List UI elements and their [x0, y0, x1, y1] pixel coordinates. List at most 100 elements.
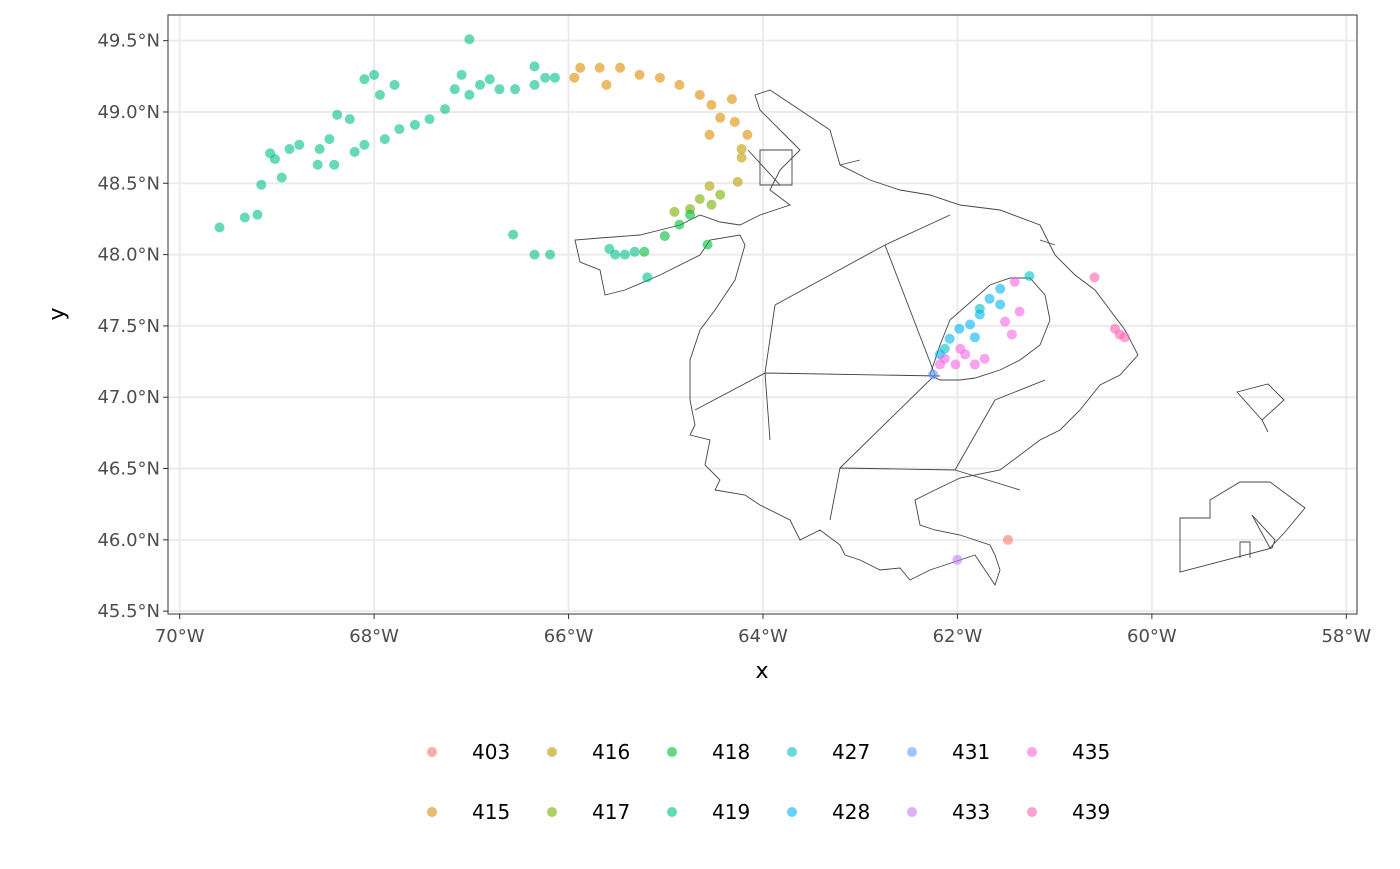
- point-417: [694, 193, 705, 204]
- legend-item-428: 428: [787, 800, 870, 824]
- legend-label: 439: [1072, 800, 1110, 824]
- point-439: [1089, 272, 1100, 283]
- point-418: [674, 219, 685, 230]
- y-tick-label: 49.0°N: [97, 102, 160, 123]
- point-419: [265, 148, 276, 159]
- point-431: [928, 369, 939, 380]
- point-428: [944, 333, 955, 344]
- point-419: [359, 139, 370, 150]
- point-428: [974, 309, 985, 320]
- y-tick-label: 48.5°N: [97, 173, 160, 194]
- point-435: [1006, 329, 1017, 340]
- point-419: [529, 79, 540, 90]
- point-403: [1002, 534, 1013, 545]
- gridlines: [168, 15, 1357, 614]
- x-tick-label: 60°W: [1127, 626, 1177, 647]
- legend: 403 415 416 417 418 419 427 428 431 433 435 439: [427, 740, 1110, 824]
- point-415: [694, 89, 705, 100]
- point-419: [494, 84, 505, 95]
- x-axis-title: x: [755, 659, 768, 684]
- point-417: [706, 199, 717, 210]
- legend-key: [427, 807, 437, 817]
- point-419: [214, 222, 225, 233]
- x-tick-label: 62°W: [933, 626, 983, 647]
- legend-key: [1027, 747, 1037, 757]
- point-415: [634, 69, 645, 80]
- point-415: [594, 62, 605, 73]
- legend-key: [427, 747, 437, 757]
- point-419: [369, 69, 380, 80]
- legend-label: 403: [472, 740, 510, 764]
- point-415: [715, 112, 726, 123]
- point-415: [654, 72, 665, 83]
- y-axis: 45.5°N 46.0°N 46.5°N 47.0°N 47.5°N 48.0°N 48.5…: [97, 31, 168, 622]
- point-428: [954, 323, 965, 334]
- point-435: [979, 353, 990, 364]
- point-419: [508, 229, 519, 240]
- point-435: [950, 359, 961, 370]
- point-435: [934, 359, 945, 370]
- point-419: [464, 89, 475, 100]
- legend-item-403: 403: [427, 740, 510, 764]
- y-tick-label: 47.0°N: [97, 387, 160, 408]
- point-428: [995, 299, 1006, 310]
- point-419: [324, 134, 335, 145]
- point-419: [252, 209, 263, 220]
- y-tick-label: 46.0°N: [97, 530, 160, 551]
- point-419: [312, 159, 323, 170]
- legend-key: [547, 747, 557, 757]
- point-419: [610, 249, 621, 260]
- legend-item-433: 433: [907, 800, 990, 824]
- point-417: [669, 206, 680, 217]
- x-tick-label: 68°W: [349, 626, 399, 647]
- point-419: [424, 114, 435, 125]
- point-419: [389, 79, 400, 90]
- point-419: [314, 144, 325, 155]
- legend-item-439: 439: [1027, 800, 1110, 824]
- legend-key: [547, 807, 557, 817]
- legend-key: [787, 807, 797, 817]
- point-428: [995, 283, 1006, 294]
- point-419: [449, 84, 460, 95]
- y-tick-label: 46.5°N: [97, 459, 160, 480]
- y-tick-label: 45.5°N: [97, 601, 160, 622]
- point-419: [359, 74, 370, 85]
- point-415: [575, 62, 586, 73]
- point-416: [732, 176, 743, 187]
- point-419: [344, 114, 355, 125]
- point-435: [1000, 316, 1011, 327]
- data-points: [214, 34, 1130, 565]
- point-419: [379, 134, 390, 145]
- point-419: [549, 72, 560, 83]
- point-416: [736, 144, 747, 155]
- x-tick-label: 58°W: [1321, 626, 1371, 647]
- point-415: [601, 79, 612, 90]
- legend-item-431: 431: [907, 740, 990, 764]
- point-435: [969, 359, 980, 370]
- point-419: [529, 249, 540, 260]
- legend-key: [667, 807, 677, 817]
- point-415: [615, 62, 626, 73]
- legend-key: [907, 747, 917, 757]
- legend-item-416: 416: [547, 740, 630, 764]
- x-tick-label: 64°W: [738, 626, 788, 647]
- legend-label: 416: [592, 740, 630, 764]
- point-428: [984, 293, 995, 304]
- point-419: [239, 212, 250, 223]
- legend-key: [907, 807, 917, 817]
- point-415: [674, 79, 685, 90]
- point-419: [464, 34, 475, 45]
- y-tick-label: 47.5°N: [97, 316, 160, 337]
- point-419: [529, 61, 540, 72]
- point-427: [1024, 270, 1035, 281]
- legend-label: 428: [832, 800, 870, 824]
- x-tick-label: 70°W: [155, 626, 205, 647]
- point-415: [729, 116, 740, 127]
- y-axis-title: y: [45, 307, 70, 320]
- point-419: [510, 84, 521, 95]
- point-419: [284, 144, 295, 155]
- point-419: [475, 79, 486, 90]
- point-416: [704, 181, 715, 192]
- legend-label: 415: [472, 800, 510, 824]
- point-415: [706, 99, 717, 110]
